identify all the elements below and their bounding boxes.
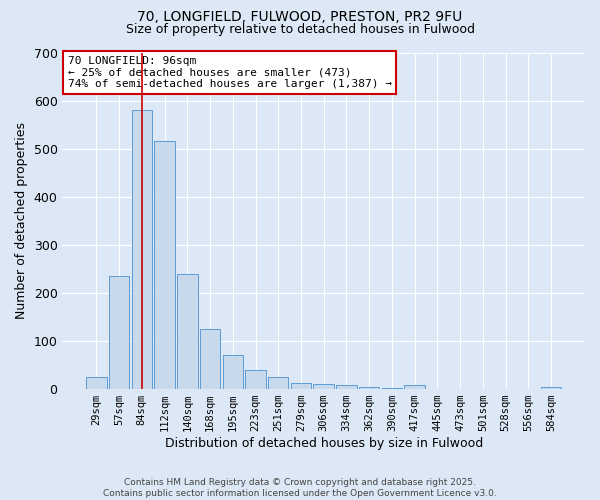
- Bar: [313, 384, 334, 389]
- Text: Contains HM Land Registry data © Crown copyright and database right 2025.
Contai: Contains HM Land Registry data © Crown c…: [103, 478, 497, 498]
- Bar: [268, 377, 289, 389]
- Bar: [109, 276, 130, 389]
- Text: 70 LONGFIELD: 96sqm
← 25% of detached houses are smaller (473)
74% of semi-detac: 70 LONGFIELD: 96sqm ← 25% of detached ho…: [68, 56, 392, 89]
- Bar: [131, 110, 152, 389]
- Bar: [223, 356, 243, 389]
- Bar: [245, 370, 266, 389]
- X-axis label: Distribution of detached houses by size in Fulwood: Distribution of detached houses by size …: [164, 437, 483, 450]
- Bar: [404, 385, 425, 389]
- Text: 70, LONGFIELD, FULWOOD, PRESTON, PR2 9FU: 70, LONGFIELD, FULWOOD, PRESTON, PR2 9FU: [137, 10, 463, 24]
- Y-axis label: Number of detached properties: Number of detached properties: [15, 122, 28, 320]
- Bar: [359, 386, 379, 389]
- Bar: [336, 385, 356, 389]
- Bar: [200, 329, 220, 389]
- Bar: [154, 142, 175, 389]
- Bar: [86, 377, 107, 389]
- Text: Size of property relative to detached houses in Fulwood: Size of property relative to detached ho…: [125, 22, 475, 36]
- Bar: [541, 386, 561, 389]
- Bar: [382, 388, 402, 389]
- Bar: [177, 274, 197, 389]
- Bar: [291, 384, 311, 389]
